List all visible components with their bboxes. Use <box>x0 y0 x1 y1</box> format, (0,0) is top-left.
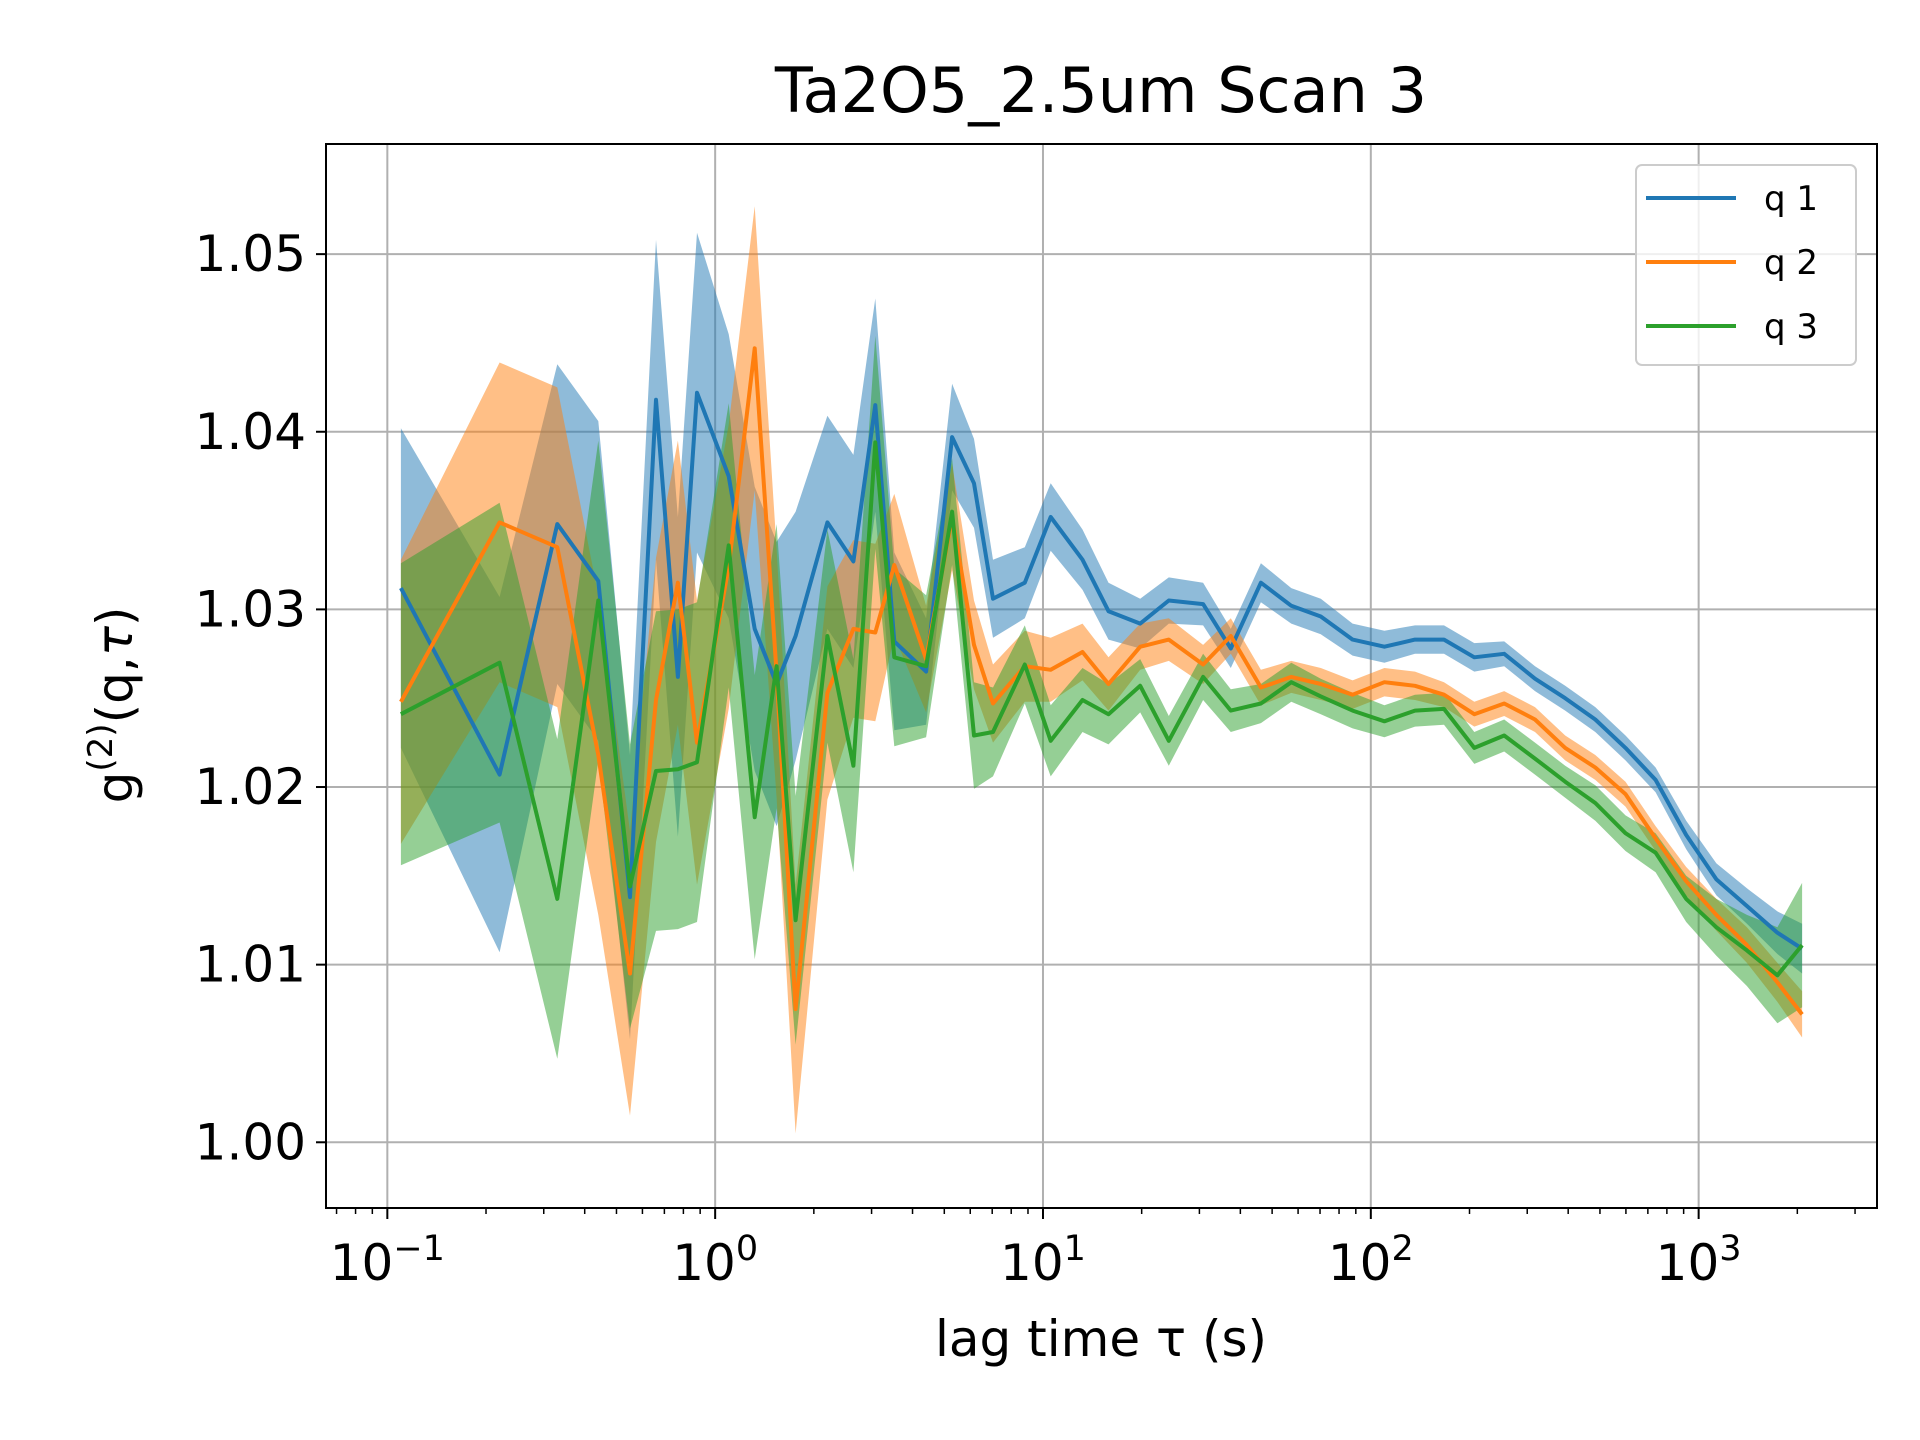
x-tick-label: 101 <box>1000 1229 1086 1292</box>
legend-label: q 1 <box>1764 179 1818 219</box>
y-tick-label: 1.01 <box>195 936 306 994</box>
x-tick-label: 10−1 <box>330 1229 445 1292</box>
plot-frame <box>325 143 1878 1209</box>
series-line-q-1 <box>399 390 1804 951</box>
x-tick-label-base: 10 <box>1000 1234 1064 1292</box>
legend: q 1 q 2 q 3 <box>1635 164 1857 366</box>
y-axis-title: g(2)(q,τ) <box>81 607 144 804</box>
chart-title: Ta2O5_2.5um Scan 3 <box>774 54 1427 127</box>
error-band-q-2 <box>400 206 1803 1134</box>
x-tick-label: 102 <box>1328 1229 1414 1292</box>
x-axis-title: lag time τ (s) <box>935 1310 1267 1368</box>
x-tick-label-exponent: 2 <box>1391 1229 1413 1269</box>
y-tick-label: 1.04 <box>195 403 306 461</box>
y-axis-title-superscript: (2) <box>81 723 121 771</box>
x-tick-label-base: 10 <box>1328 1234 1392 1292</box>
x-tick-label: 100 <box>672 1229 758 1292</box>
legend-frame <box>1635 164 1857 366</box>
legend-label: q 2 <box>1764 243 1818 283</box>
x-tick-label-exponent: 0 <box>736 1229 758 1269</box>
x-tick-label-base: 10 <box>1656 1234 1720 1292</box>
legend-label: q 3 <box>1764 307 1818 347</box>
y-tick-label: 1.05 <box>195 225 306 283</box>
y-tick-label: 1.00 <box>195 1113 306 1171</box>
svg-text:g(2)(q,τ): g(2)(q,τ) <box>81 607 144 804</box>
series-lines <box>399 346 1804 1016</box>
x-tick-label-base: 10 <box>672 1234 736 1292</box>
x-tick-label-base: 10 <box>330 1234 394 1292</box>
y-tick-label: 1.03 <box>195 580 306 638</box>
y-tick-label: 1.02 <box>195 758 306 816</box>
x-tick-label: 103 <box>1656 1229 1742 1292</box>
series-line-q-3 <box>399 440 1804 978</box>
error-band-q-3 <box>400 335 1803 1059</box>
x-tick-label-exponent: 1 <box>1064 1229 1086 1269</box>
x-tick-label-exponent: 3 <box>1719 1229 1741 1269</box>
x-tick-label-exponent: −1 <box>393 1229 445 1269</box>
